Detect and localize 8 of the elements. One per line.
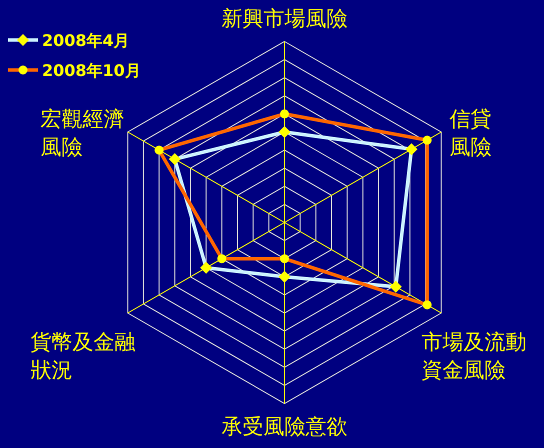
category-label: 市場及流動資金風險 — [421, 330, 526, 382]
category-label: 新興市場風險 — [222, 6, 348, 30]
legend-label: 2008年4月 — [42, 31, 130, 50]
category-label: 承受風險意欲 — [222, 414, 348, 438]
category-label: 信貸風險 — [449, 107, 492, 159]
legend-label: 2008年10月 — [42, 61, 141, 80]
category-label: 宏觀經濟風險 — [40, 107, 125, 159]
category-label: 貨幣及金融狀況 — [30, 330, 136, 382]
